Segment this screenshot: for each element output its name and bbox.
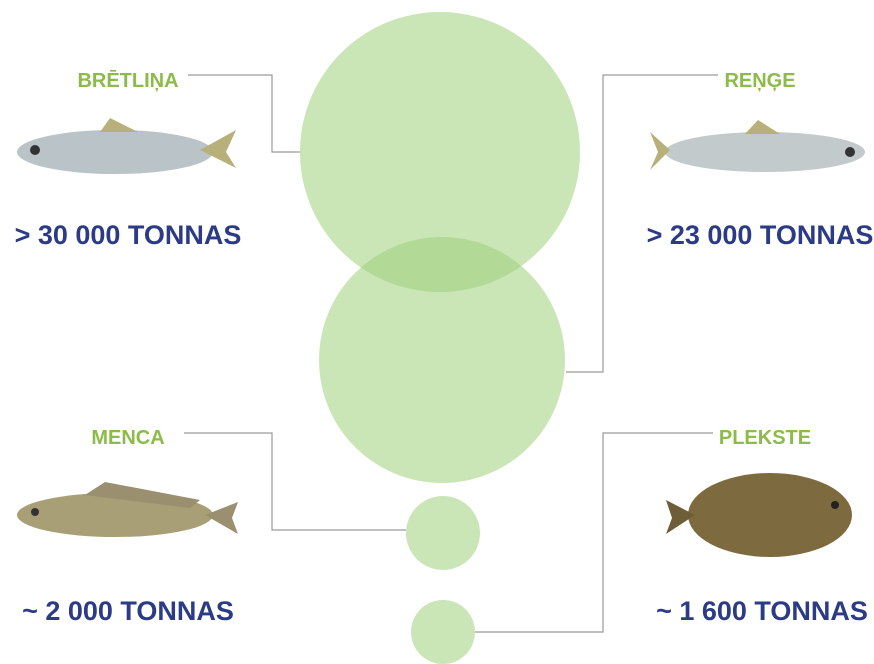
bubble [319, 237, 565, 483]
fish-tail [200, 130, 236, 168]
infographic: BRĒTLIŅA > 30 000 TONNAS REŅĢE > 23 000 … [0, 0, 874, 664]
fish-fin [745, 120, 780, 134]
fish-body [17, 130, 213, 174]
fish-icon [666, 473, 852, 557]
bubble [406, 496, 480, 570]
fish-name: PLEKSTE [719, 427, 811, 449]
fish-tail [650, 132, 670, 170]
fish-body [688, 473, 852, 557]
fish-body [665, 132, 865, 172]
fish-amount: ~ 2 000 TONNAS [22, 596, 234, 626]
fish-amount: > 30 000 TONNAS [15, 220, 242, 250]
fish-eye [31, 508, 39, 516]
fish-name: MENCA [91, 427, 164, 449]
fish-eye [845, 147, 855, 157]
fish-eye [30, 145, 40, 155]
fish-icon [17, 482, 238, 537]
fish-fin [100, 118, 138, 132]
fish-icon [650, 120, 865, 172]
fish-name: REŅĢE [724, 70, 795, 92]
fish-amount: ~ 1 600 TONNAS [656, 596, 868, 626]
fish-eye [831, 501, 839, 509]
connector [188, 75, 300, 152]
fish-amount: > 23 000 TONNAS [647, 220, 874, 250]
bubble [411, 600, 475, 664]
fish-name: BRĒTLIŅA [77, 70, 178, 92]
bubbles [300, 12, 580, 664]
fish-icon [17, 118, 236, 174]
